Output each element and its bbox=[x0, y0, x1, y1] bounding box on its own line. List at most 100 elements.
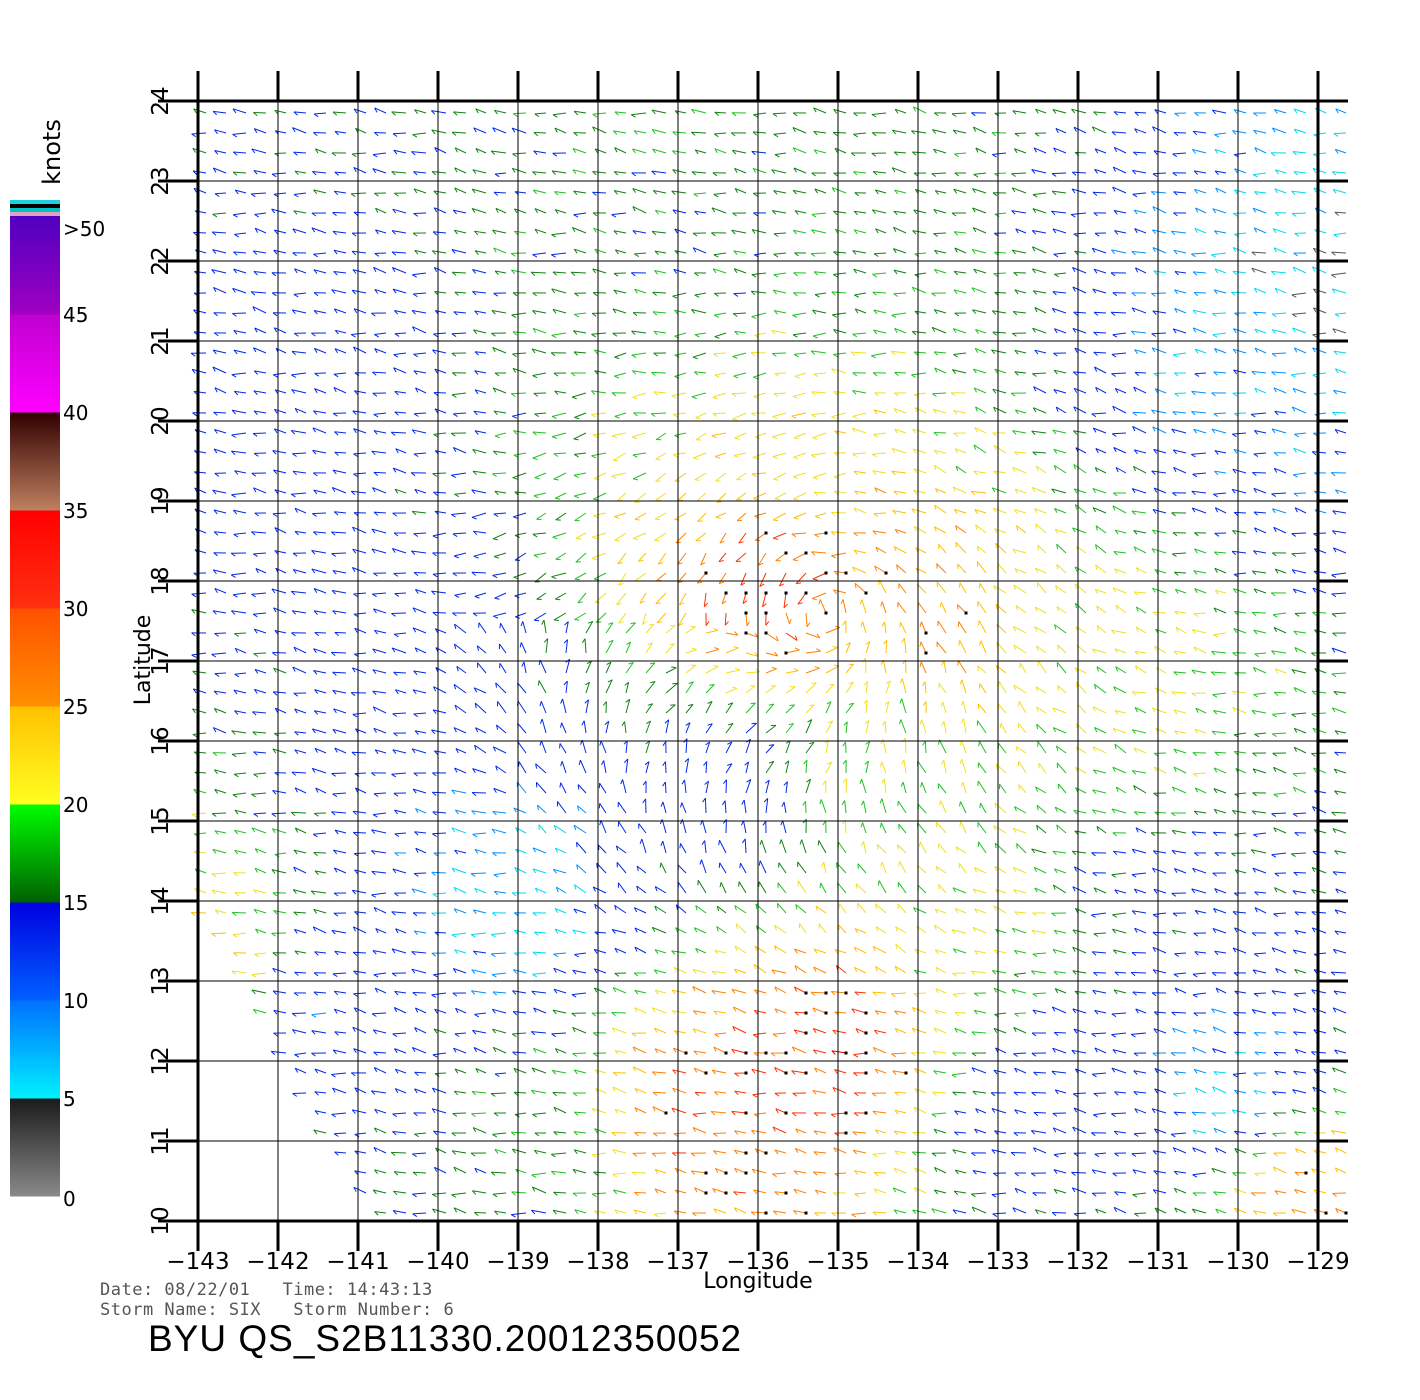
wind-vector bbox=[536, 781, 547, 794]
wind-vector-barb bbox=[410, 472, 416, 477]
wind-vector-barb bbox=[659, 862, 662, 868]
wind-vector-barb bbox=[214, 830, 219, 835]
wind-vector-barb bbox=[715, 516, 721, 519]
wind-vector bbox=[694, 371, 707, 374]
colorbar-band bbox=[10, 412, 60, 511]
wind-vector-barb bbox=[453, 413, 458, 418]
wind-vector bbox=[253, 432, 267, 434]
wind-vector-barb bbox=[740, 820, 744, 826]
wind-vector bbox=[1252, 570, 1267, 574]
wind-vector bbox=[574, 952, 587, 955]
wind-vector-barb bbox=[1092, 648, 1096, 654]
wind-vector-barb bbox=[513, 516, 519, 519]
wind-vector-barb bbox=[1334, 368, 1339, 374]
rain-flag bbox=[804, 1211, 808, 1215]
wind-vector bbox=[474, 1211, 487, 1214]
wind-vector bbox=[533, 552, 547, 556]
wind-vector-barb bbox=[1273, 527, 1277, 532]
wind-vector bbox=[454, 592, 467, 596]
wind-vector-barb bbox=[1054, 988, 1059, 994]
wind-vector bbox=[434, 1008, 447, 1014]
wind-vector bbox=[1152, 931, 1167, 934]
wind-vector bbox=[617, 801, 627, 814]
wind-vector-barb bbox=[493, 788, 497, 793]
wind-vector-barb bbox=[762, 821, 767, 826]
wind-vector-barb bbox=[788, 723, 794, 726]
wind-vector bbox=[713, 352, 727, 355]
wind-vector bbox=[1116, 786, 1127, 794]
wind-vector bbox=[1192, 1046, 1207, 1054]
wind-vector bbox=[655, 452, 667, 460]
wind-vector bbox=[471, 1112, 487, 1115]
wind-vector bbox=[785, 612, 790, 625]
wind-vector bbox=[313, 991, 327, 994]
wind-vector-barb bbox=[514, 867, 518, 873]
wind-vector-barb bbox=[793, 948, 798, 954]
wind-vector bbox=[1014, 1187, 1027, 1194]
wind-vector-barb bbox=[434, 408, 439, 414]
wind-vector-barb bbox=[255, 568, 259, 574]
wind-vector-barb bbox=[592, 434, 598, 438]
wind-vector-barb bbox=[231, 494, 236, 498]
wind-vector-barb bbox=[1052, 1112, 1058, 1117]
wind-vector bbox=[834, 1172, 847, 1175]
wind-vector bbox=[1014, 1109, 1027, 1114]
wind-vector-barb bbox=[1291, 1208, 1296, 1214]
wind-vector-barb bbox=[1293, 1070, 1298, 1076]
wind-vector bbox=[314, 347, 327, 354]
wind-vector bbox=[334, 867, 347, 874]
wind-vector bbox=[493, 787, 507, 794]
wind-vector bbox=[777, 902, 787, 914]
wind-vector-barb bbox=[1112, 505, 1116, 511]
wind-vector-barb bbox=[414, 1133, 419, 1138]
wind-vector-barb bbox=[514, 595, 520, 599]
wind-vector-barb bbox=[754, 945, 758, 951]
wind-vector-barb bbox=[1053, 1032, 1059, 1036]
wind-vector bbox=[854, 1170, 867, 1174]
wind-vector bbox=[633, 1209, 647, 1214]
wind-vector-barb bbox=[1010, 392, 1016, 397]
wind-vector bbox=[884, 721, 887, 734]
wind-vector bbox=[394, 832, 407, 835]
wind-vector-barb bbox=[1191, 888, 1196, 894]
wind-vector-barb bbox=[373, 1147, 377, 1153]
wind-vector bbox=[894, 1027, 907, 1034]
wind-vector-barb bbox=[1134, 651, 1139, 656]
wind-vector-barb bbox=[713, 1133, 718, 1137]
wind-vector-barb bbox=[959, 758, 963, 764]
wind-vector-barb bbox=[832, 646, 838, 648]
wind-vector-barb bbox=[1113, 492, 1118, 497]
wind-vector-barb bbox=[1311, 1168, 1315, 1174]
wind-vector-barb bbox=[772, 436, 778, 439]
wind-vector bbox=[834, 430, 847, 434]
wind-vector-barb bbox=[952, 972, 957, 977]
wind-vector bbox=[272, 790, 287, 794]
wind-vector-barb bbox=[1312, 1107, 1316, 1113]
wind-vector bbox=[1334, 850, 1347, 854]
wind-vector bbox=[815, 905, 827, 914]
wind-vector bbox=[998, 703, 1007, 714]
wind-vector bbox=[797, 880, 807, 894]
wind-vector bbox=[513, 452, 527, 456]
wind-vector-barb bbox=[1171, 691, 1176, 696]
wind-vector bbox=[373, 972, 387, 976]
wind-vector-barb bbox=[999, 723, 1002, 729]
wind-vector-barb bbox=[1193, 810, 1199, 816]
wind-vector-barb bbox=[393, 1007, 398, 1013]
wind-vector bbox=[312, 449, 327, 454]
wind-vector bbox=[512, 1032, 527, 1035]
wind-vector bbox=[272, 748, 287, 754]
wind-vector-barb bbox=[535, 763, 538, 769]
wind-vector-barb bbox=[191, 609, 196, 614]
wind-vector bbox=[719, 862, 727, 874]
wind-vector bbox=[773, 1210, 787, 1214]
wind-vector-barb bbox=[273, 374, 278, 378]
wind-vector-barb bbox=[993, 905, 997, 911]
wind-vector-barb bbox=[1112, 832, 1118, 837]
wind-vector bbox=[374, 511, 387, 514]
wind-vector bbox=[1173, 972, 1187, 975]
wind-vector bbox=[532, 532, 547, 535]
wind-vector-barb bbox=[893, 490, 898, 496]
wind-vector-barb bbox=[353, 428, 357, 434]
wind-vector bbox=[752, 452, 767, 458]
